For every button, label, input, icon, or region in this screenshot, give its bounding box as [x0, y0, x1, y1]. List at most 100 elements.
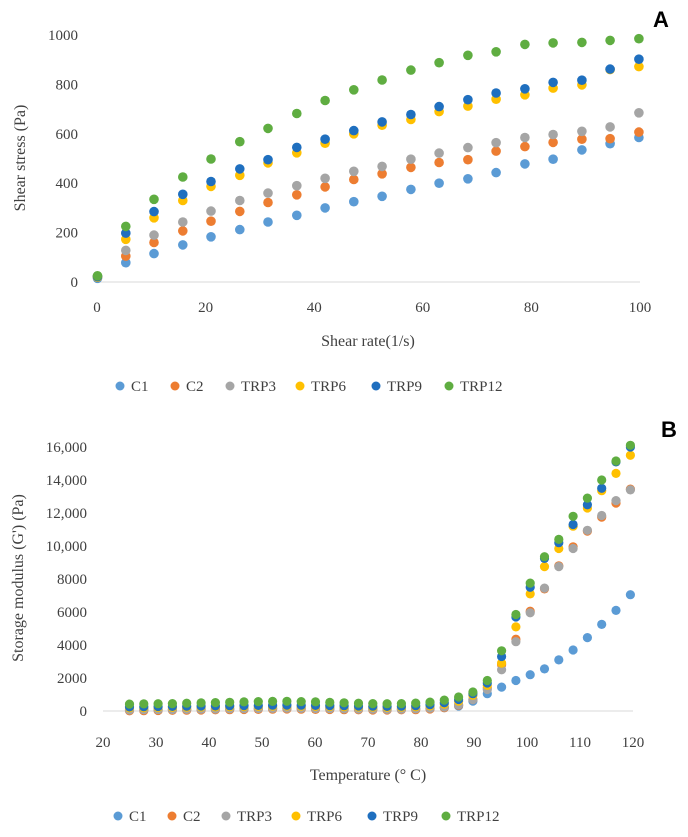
panel-b-legend: C1 C2 TRP3 TRP6 TRP9 TRP12 [113, 809, 500, 825]
panel-a-legend-marker-trp12 [444, 381, 454, 391]
panel-a-point-trp3-1 [121, 245, 131, 256]
panel-a-legend-label-c1: C1 [131, 379, 149, 395]
panel-a-y-tick-600: 600 [56, 127, 79, 143]
panel-b-point-c1-34 [611, 605, 621, 616]
panel-b-point-c1-35 [625, 590, 636, 600]
panel-b-x-tick-30: 30 [149, 735, 164, 751]
panel-a-point-trp12-9 [349, 85, 359, 95]
panel-a-point-trp9-6 [263, 154, 273, 165]
panel-a-point-trp12-4 [206, 154, 216, 164]
panel-a-x-tick-60: 60 [415, 300, 430, 316]
panel-a-y-tick-400: 400 [56, 176, 79, 192]
panel-a-point-c2-11 [406, 162, 416, 173]
panel-b-point-trp12-25 [482, 675, 492, 686]
panel-a-point-trp9-5 [235, 164, 245, 174]
panel-b-y-tick-labels: 0 2000 4000 6000 8000 10,000 12,000 14,000 16,00… [46, 440, 87, 720]
panel-a-point-trp12-13 [463, 50, 473, 61]
panel-b-point-trp12-0 [124, 699, 135, 709]
panel-a-point-c1-6 [263, 217, 273, 227]
panel-a-point-trp6-19 [634, 61, 644, 72]
panel-a-point-c2-19 [634, 127, 644, 137]
panel-b-point-trp12-11 [282, 696, 292, 706]
panel-a-point-c1-9 [349, 196, 359, 207]
panel-b-legend-marker-c1 [113, 811, 123, 821]
panel-b-legend-label-c1: C1 [129, 809, 147, 825]
panel-a-point-trp3-7 [292, 180, 302, 191]
panel-b-point-trp6-28 [525, 589, 535, 599]
panel-a-point-c1-11 [406, 184, 416, 195]
panel-a-point-trp9-12 [434, 101, 444, 112]
panel-b-point-trp12-26 [497, 646, 507, 656]
panel-a-point-c2-6 [263, 197, 273, 208]
panel-a-point-c1-3 [178, 240, 188, 250]
panel-b-point-trp12-7 [225, 697, 235, 707]
panel-a-point-c1-2 [149, 248, 159, 259]
panel-a-point-c2-16 [548, 137, 558, 148]
panel-b-point-trp12-8 [239, 697, 249, 707]
panel-a-point-trp3-5 [235, 195, 245, 206]
panel-b-legend-marker-trp6 [291, 811, 301, 821]
panel-b-point-trp12-13 [310, 697, 321, 707]
panel-a-legend-marker-c1 [115, 381, 125, 391]
panel-b-point-trp3-32 [582, 525, 593, 535]
panel-b-x-tick-120: 120 [622, 735, 645, 751]
panel-b-point-trp3-30 [554, 562, 564, 572]
panel-b-point-trp12-31 [568, 511, 578, 521]
panel-a-point-trp12-8 [320, 95, 330, 106]
panel-a-point-c1-8 [320, 203, 330, 213]
panel-a-point-c1-17 [577, 145, 587, 155]
panel-b-point-trp12-15 [339, 698, 349, 708]
panel-a-y-tick-0: 0 [71, 275, 79, 291]
panel-b-point-trp12-24 [468, 687, 478, 697]
panel-b-point-trp12-30 [554, 534, 564, 545]
panel-a-point-trp12-2 [149, 194, 159, 205]
panel-b-point-trp9-31 [568, 519, 578, 530]
panel-b-series-trp6 [124, 450, 636, 713]
panel-a-legend-marker-c2 [170, 381, 180, 391]
panel-b-point-trp12-21 [425, 697, 435, 707]
panel-a-point-trp12-11 [406, 65, 416, 75]
panel-a-legend-marker-trp3 [225, 381, 235, 391]
panel-b-point-trp6-26 [497, 658, 507, 668]
panel-b-point-trp12-34 [611, 456, 621, 466]
panel-a-x-tick-labels: 0 20 40 60 80 100 [93, 300, 651, 316]
panel-a-y-tick-labels: 0 200 400 600 800 1000 [48, 28, 78, 291]
panel-a-point-c2-9 [349, 174, 359, 185]
panel-b-y-axis-title: Storage modulus (G') (Pa) [10, 494, 27, 662]
panel-a-point-trp9-14 [491, 88, 501, 98]
panel-a-point-trp9-2 [149, 206, 159, 217]
panel-b-point-trp12-10 [268, 696, 278, 707]
panel-b-point-c1-26 [497, 682, 507, 692]
panel-b-point-c1-27 [511, 675, 521, 686]
panel-b-point-c1-33 [597, 619, 607, 630]
panel-b-x-tick-90: 90 [467, 735, 482, 751]
panel-b-point-trp12-17 [368, 699, 378, 709]
panel-a-point-trp3-18 [605, 122, 615, 132]
panel-a-point-trp9-3 [178, 189, 188, 200]
panel-b-point-trp9-33 [597, 483, 607, 493]
panel-b-point-trp3-35 [625, 485, 636, 495]
panel-b-point-trp3-33 [597, 510, 607, 521]
panel-a-point-trp3-13 [463, 142, 473, 153]
panel-a-data-points [92, 33, 644, 284]
panel-a-point-trp12-3 [178, 172, 188, 182]
panel-b-x-tick-60: 60 [308, 735, 323, 751]
panel-a-series-c1 [92, 132, 644, 284]
panel-a-point-trp12-7 [292, 108, 302, 119]
panel-b-point-trp12-16 [353, 698, 364, 708]
panel-b-x-tick-80: 80 [414, 735, 429, 751]
panel-b-y-tick-4000: 4000 [57, 638, 87, 654]
panel-b-point-trp12-28 [525, 578, 535, 588]
panel-b-point-trp12-6 [210, 698, 220, 708]
panel-b-x-tick-70: 70 [361, 735, 376, 751]
panel-b-point-trp12-2 [153, 699, 163, 709]
panel-a-point-trp12-0 [92, 271, 103, 281]
panel-a-point-c1-16 [548, 154, 558, 164]
panel-b-legend-label-trp9: TRP9 [383, 809, 418, 825]
panel-a-point-trp9-19 [634, 54, 644, 64]
panel-b-legend-label-c2: C2 [183, 809, 201, 825]
panel-a-point-trp3-19 [634, 108, 644, 118]
panel-a-point-trp3-14 [491, 137, 501, 148]
panel-b-legend-label-trp3: TRP3 [237, 809, 272, 825]
panel-b-x-tick-50: 50 [255, 735, 270, 751]
